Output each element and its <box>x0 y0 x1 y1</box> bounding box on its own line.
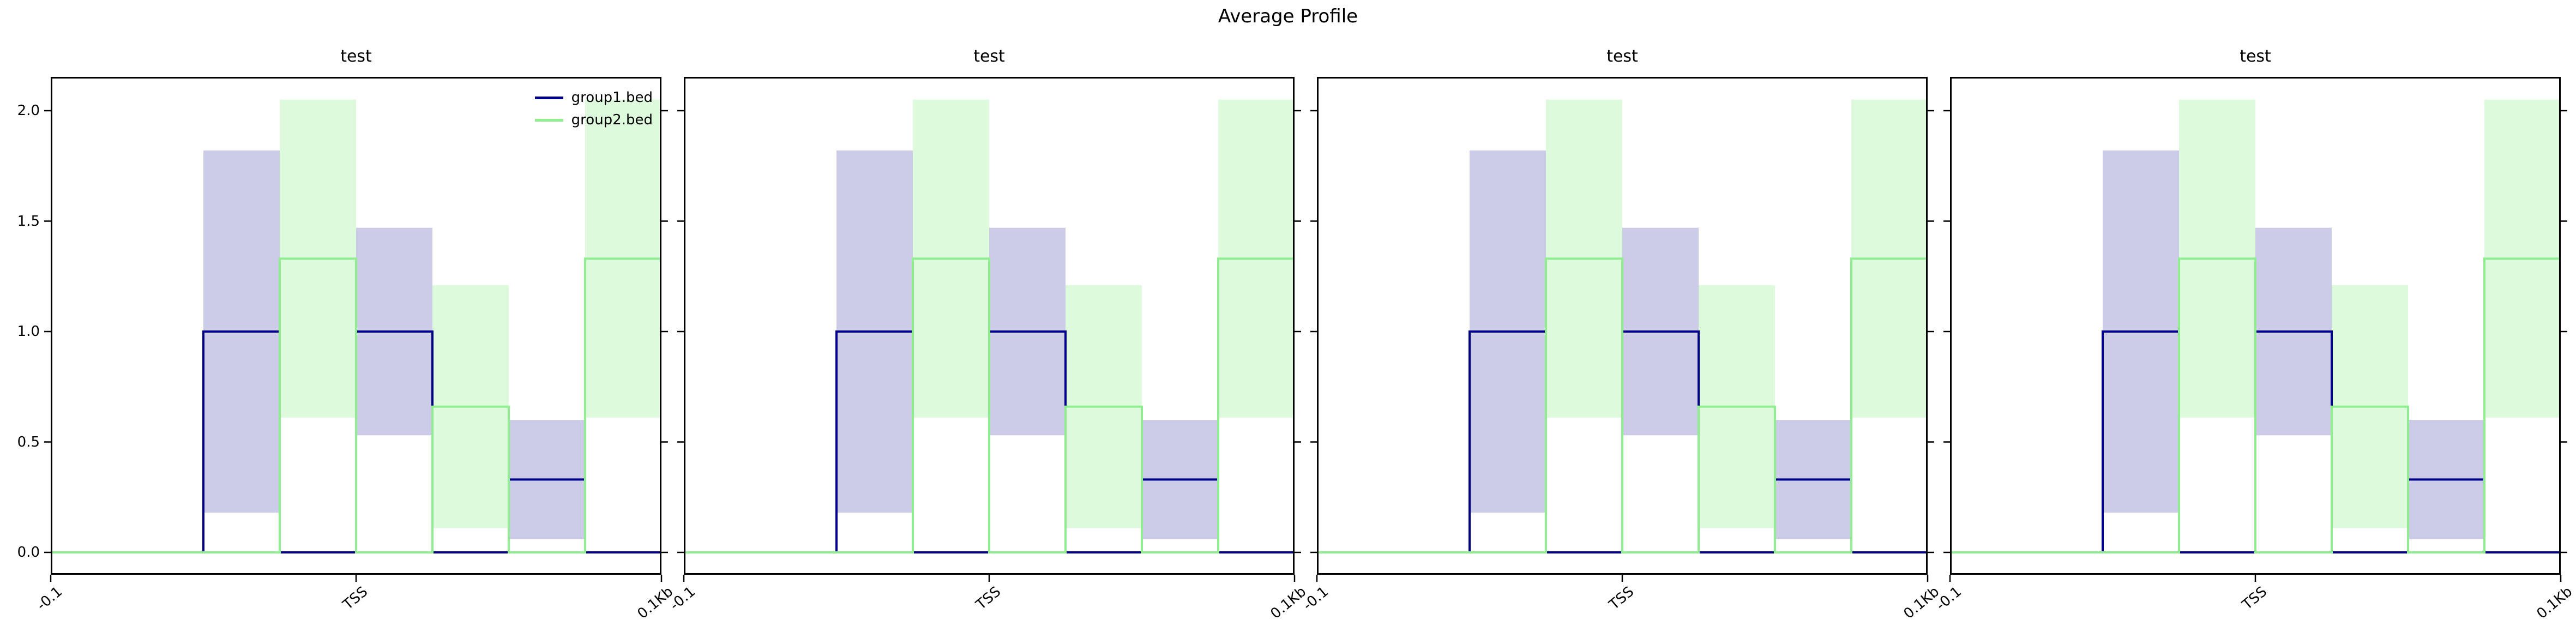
profile-panel-4: test -0.1 TSS 0.1Kb <box>1933 0 2575 644</box>
figure-title: Average Profile <box>1218 5 1358 27</box>
legend: group1.bed group2.bed <box>534 89 653 129</box>
x-tick-label: -0.1 <box>667 583 699 614</box>
axes-spines <box>1317 77 1928 575</box>
profile-line-group2.bed <box>684 257 1295 553</box>
axes-spines <box>684 77 1295 575</box>
y-tick-label: 2.0 <box>17 103 40 119</box>
panel-4-axes: -0.1 TSS 0.1Kb <box>1933 77 2575 622</box>
axes-spines <box>51 77 661 575</box>
legend-item-group2: group2.bed <box>534 111 653 129</box>
x-tick-label: TSS <box>340 583 371 613</box>
x-tick-label: TSS <box>973 583 1004 613</box>
profile-line-group2.bed <box>1317 257 1928 553</box>
profile-panel-3: test -0.1 TSS 0.1Kb <box>1300 0 1942 644</box>
x-tick-label: TSS <box>2239 583 2271 613</box>
x-tick-label: -0.1 <box>1300 583 1332 614</box>
profile-line-group2.bed <box>1950 257 2561 553</box>
y-tick-label: 0.0 <box>17 544 40 561</box>
panel-3-axes: -0.1 TSS 0.1Kb <box>1300 77 1942 622</box>
profile-panel-2: test -0.1 TSS 0.1Kb <box>667 0 1309 644</box>
profile-panel-1: test group1.bed group2.bed -0.1 TSS 0.1Kb 0… <box>17 0 677 644</box>
legend-swatch-group1 <box>534 96 563 99</box>
panel-4-title: test <box>2240 47 2271 66</box>
legend-label-group2: group2.bed <box>571 112 653 128</box>
x-tick-label: -0.1 <box>1933 583 1965 614</box>
y-tick-label: 1.5 <box>17 213 40 230</box>
panel-3-title: test <box>1606 47 1638 66</box>
x-tick-label: TSS <box>1606 583 1638 613</box>
legend-label-group1: group1.bed <box>571 89 653 106</box>
panel-2-axes: -0.1 TSS 0.1Kb <box>667 77 1309 622</box>
x-tick-label: 0.1Kb <box>2533 583 2576 623</box>
panel-1-plot-area <box>44 77 668 582</box>
panel-1-title: test <box>340 47 372 66</box>
y-tick-label: 1.0 <box>17 323 40 340</box>
y-tick-label: 0.5 <box>17 434 40 450</box>
legend-item-group1: group1.bed <box>534 89 653 106</box>
axes-spines <box>1950 77 2561 575</box>
profile-line-group2.bed <box>51 257 661 553</box>
x-tick-label: -0.1 <box>34 583 66 614</box>
panel-3-plot-area <box>1310 77 1934 582</box>
panel-2-title: test <box>973 47 1005 66</box>
panel-4-plot-area <box>1943 77 2567 582</box>
panel-1-axes: group1.bed group2.bed -0.1 TSS 0.1Kb 0.0 0.5… <box>17 77 676 622</box>
legend-swatch-group2 <box>534 118 563 122</box>
panel-2-plot-area <box>677 77 1301 582</box>
